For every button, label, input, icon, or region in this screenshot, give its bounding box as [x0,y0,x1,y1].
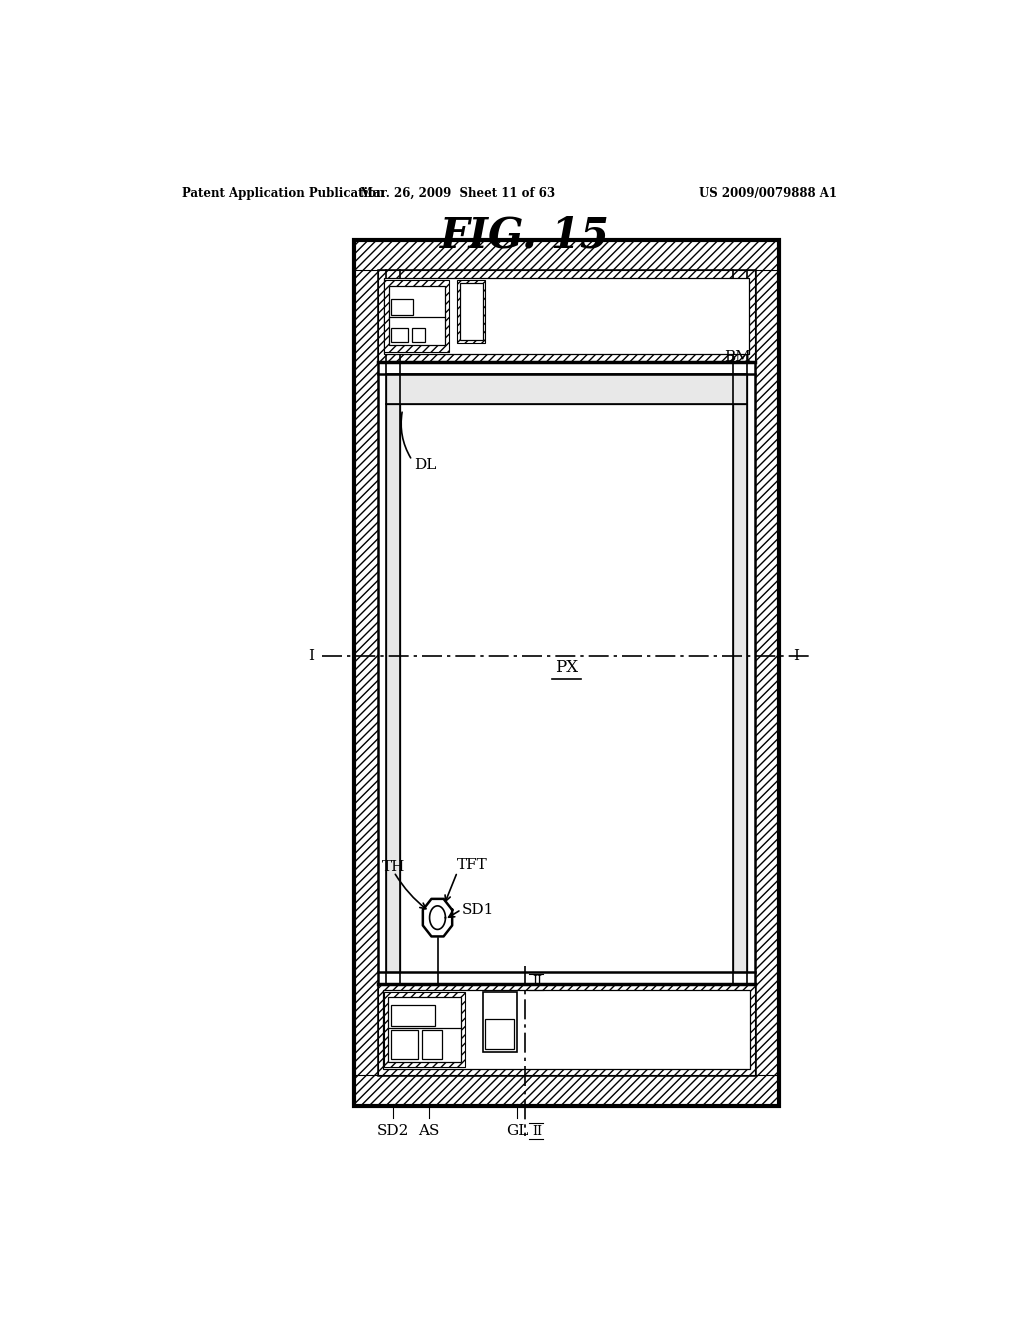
Text: SD2: SD2 [377,1125,409,1138]
Bar [460,284,482,341]
Bar [388,997,461,1063]
Text: FIG. 15: FIG. 15 [439,214,610,256]
Text: US 2009/0079888 A1: US 2009/0079888 A1 [699,187,838,199]
Bar [386,374,746,404]
Bar [755,240,778,1106]
Text: BM: BM [724,350,751,364]
Bar [384,279,749,354]
Text: PX: PX [555,659,578,676]
Bar [391,327,409,342]
Bar [354,240,378,1106]
Bar [383,990,751,1069]
Bar [391,1005,435,1026]
Bar [482,991,517,1052]
Text: II: II [531,975,542,989]
Bar [354,1076,778,1106]
Bar [391,1030,419,1059]
Bar [389,286,444,346]
Text: Mar. 26, 2009  Sheet 11 of 63: Mar. 26, 2009 Sheet 11 of 63 [359,187,555,199]
Bar [354,240,778,1106]
Bar [378,271,755,362]
Bar [413,327,425,342]
Bar [378,271,755,1076]
Bar [386,404,400,972]
Text: TH: TH [382,859,406,874]
Text: AS: AS [418,1125,439,1138]
Bar [391,298,413,314]
Bar [378,983,755,1076]
Bar [354,240,778,271]
Bar [485,1019,514,1049]
Polygon shape [423,899,453,936]
Text: GL: GL [506,1125,528,1138]
Text: DL: DL [414,458,436,473]
Text: I: I [308,649,314,664]
Text: SD1: SD1 [461,903,494,916]
Bar [422,1030,441,1059]
Polygon shape [430,906,445,929]
Bar [733,404,746,972]
Text: Patent Application Publication: Patent Application Publication [182,187,384,199]
Text: TFT: TFT [458,858,488,871]
Bar [384,991,465,1067]
Bar [458,280,485,343]
Bar [384,280,450,351]
Text: I: I [793,649,799,664]
Text: II: II [531,1125,542,1138]
